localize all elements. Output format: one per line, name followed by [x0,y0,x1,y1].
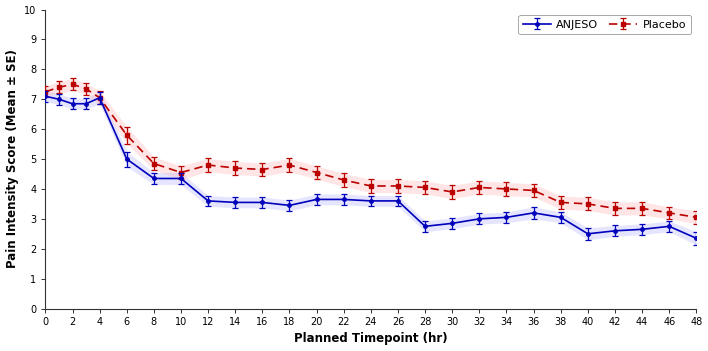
Y-axis label: Pain Intensity Score (Mean ± SE): Pain Intensity Score (Mean ± SE) [6,49,18,269]
Legend: ANJESO, Placebo: ANJESO, Placebo [518,15,691,34]
X-axis label: Planned Timepoint (hr): Planned Timepoint (hr) [294,332,447,345]
